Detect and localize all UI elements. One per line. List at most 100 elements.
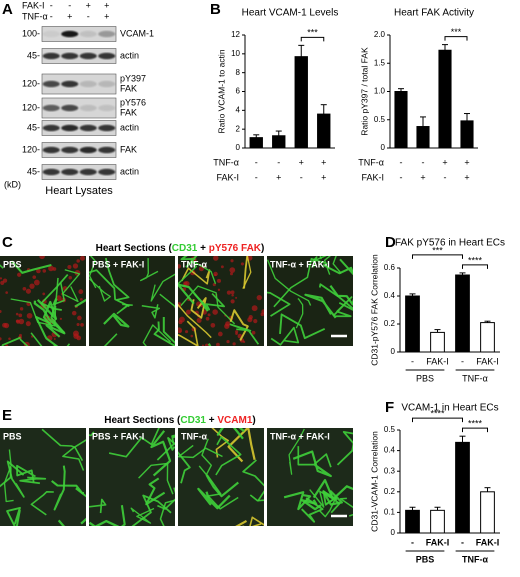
condition-sign: -	[255, 172, 258, 182]
y-tick-label: 0.4	[384, 446, 396, 455]
y-axis-label: Ratio VCAM-1 to actin	[216, 49, 226, 133]
bar	[460, 120, 474, 149]
x-tick-label: -	[411, 356, 414, 366]
treatment-sign: -	[50, 11, 53, 21]
image-label: TNF-α	[181, 431, 207, 441]
condition-sign: +	[321, 157, 326, 167]
section-title: Heart Sections (CD31 + VCAM1)	[104, 415, 255, 426]
group-label: PBS	[416, 373, 434, 383]
vessel	[103, 312, 130, 328]
blot-caption: Heart Lysates	[45, 185, 113, 197]
chart-title: FAK pY576 in Heart ECs	[395, 238, 505, 249]
speckle	[217, 288, 221, 292]
panel-letter: F	[385, 399, 394, 416]
speckle	[185, 309, 191, 315]
micrograph: PBS	[0, 256, 86, 346]
speckle	[78, 289, 84, 295]
significance-label: ***	[307, 28, 318, 38]
title-part: +	[206, 415, 217, 426]
speckle	[232, 342, 236, 346]
vessel	[162, 317, 175, 345]
y-tick-label: 0	[391, 528, 396, 537]
speckle	[178, 327, 183, 334]
blot-band	[61, 80, 79, 88]
speckle	[76, 335, 82, 341]
vessel	[89, 498, 107, 514]
vessel	[150, 430, 172, 477]
y-tick-label: 10	[231, 49, 240, 58]
significance-label: ***	[451, 27, 462, 37]
vessel	[6, 506, 21, 526]
speckle	[251, 330, 256, 335]
blot-band	[61, 104, 79, 112]
speckle	[226, 290, 232, 295]
image-label: PBS	[3, 259, 22, 269]
panel-letter: E	[2, 407, 12, 424]
vessel	[178, 320, 199, 346]
kd-marker: 45-	[27, 122, 40, 132]
kd-marker: 45-	[27, 166, 40, 176]
significance-bracket	[444, 36, 468, 41]
micrograph-bg	[178, 428, 264, 526]
panel-letter: B	[210, 1, 221, 18]
condition-sign: +	[464, 172, 469, 182]
blot-label: actin	[120, 122, 139, 132]
significance-bracket	[412, 254, 463, 259]
vessel	[156, 434, 175, 461]
group-label: TNF-α	[462, 373, 488, 383]
blot-band	[79, 80, 97, 88]
blot-band	[61, 30, 79, 38]
vessel	[89, 256, 97, 289]
vessel	[108, 428, 160, 458]
treatment-name: TNF-α	[22, 11, 48, 21]
section-title: Heart Sections (CD31 + pY576 FAK)	[96, 243, 265, 254]
blot-band	[42, 168, 60, 176]
panel-letter: D	[385, 234, 396, 251]
blot-label: FAK	[120, 144, 137, 154]
speckle	[72, 330, 79, 337]
bar	[405, 509, 420, 534]
panel-letter: A	[2, 1, 13, 18]
blot-strip	[41, 97, 117, 119]
vessel	[74, 298, 86, 308]
image-label: PBS + FAK-I	[92, 259, 144, 269]
speckle	[247, 317, 253, 323]
vessel	[249, 516, 264, 526]
vessel	[227, 428, 256, 463]
image-label: TNF-α	[181, 259, 207, 269]
y-axis-label: Ratio pY397 / total FAK	[359, 47, 369, 136]
speckle	[8, 337, 11, 340]
speckle	[17, 272, 22, 277]
speckle	[256, 294, 262, 301]
x-tick-label: FAK-I	[426, 356, 449, 366]
treatment-sign: +	[86, 0, 91, 10]
blot-label: pY397	[120, 73, 146, 83]
y-tick-label: 0.3	[384, 466, 396, 475]
condition-sign: -	[300, 172, 303, 182]
speckle	[26, 312, 33, 319]
vessel	[45, 298, 66, 338]
significance-label: ***	[432, 245, 443, 255]
micrograph-content	[89, 256, 175, 346]
vessel	[141, 304, 161, 319]
vessel	[61, 269, 81, 303]
chart-title: Heart VCAM-1 Levels	[242, 8, 339, 19]
vessel	[159, 487, 175, 526]
treatment-name: FAK-I	[22, 0, 45, 10]
vessel	[292, 450, 332, 478]
speckle	[224, 323, 230, 329]
blot-strip	[41, 48, 117, 64]
speckle	[77, 315, 82, 321]
speckle	[68, 276, 72, 280]
vessel	[283, 491, 312, 511]
significance-label: ****	[468, 255, 483, 265]
y-tick-label: 2	[236, 124, 241, 133]
bar	[416, 126, 430, 149]
condition-sign: +	[321, 172, 326, 182]
condition-name: TNF-α	[213, 157, 239, 167]
blot-band	[98, 80, 116, 88]
vessel	[0, 467, 12, 488]
vessel	[332, 296, 353, 318]
bar	[317, 113, 331, 149]
treatment-sign: -	[68, 0, 71, 10]
